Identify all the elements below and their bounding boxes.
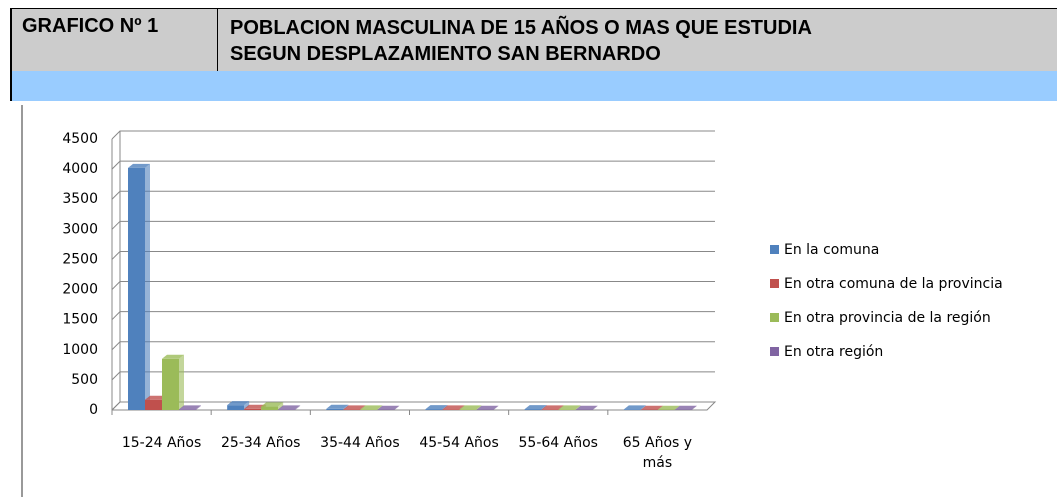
- legend-label: En otra comuna de la provincia: [784, 276, 1003, 292]
- bar: [162, 358, 179, 410]
- grid-line: [111, 130, 715, 140]
- header: GRAFICO Nº 1 POBLACION MASCULINA DE 15 A…: [10, 8, 1057, 71]
- bar-top: [261, 402, 284, 407]
- bar: [145, 399, 162, 410]
- bar-top: [623, 405, 646, 410]
- grid-line: [111, 311, 715, 321]
- bar-top: [558, 405, 581, 410]
- bar: [227, 405, 245, 410]
- margin-line: [21, 105, 23, 497]
- bar: [179, 409, 196, 410]
- bar-top: [278, 405, 301, 410]
- x-tick-label: 55-64 Años: [518, 435, 598, 451]
- bar: [278, 409, 296, 410]
- bar: [541, 409, 559, 410]
- header-label: GRAFICO Nº 1: [22, 15, 159, 37]
- y-tick-label: 1500: [62, 312, 98, 328]
- bar-top: [343, 405, 366, 410]
- bar: [261, 406, 279, 410]
- bar: [343, 409, 361, 410]
- bar-top: [459, 405, 482, 410]
- bar-side: [394, 405, 400, 410]
- bar: [623, 409, 641, 410]
- bar-top: [244, 404, 267, 409]
- x-tick-label: 65 Años y más: [622, 435, 693, 471]
- y-tick-label: 0: [89, 402, 98, 418]
- bar-side: [179, 354, 184, 410]
- grid-line: [111, 220, 715, 230]
- legend-label: En la comuna: [784, 242, 879, 258]
- legend-swatch: [770, 279, 779, 288]
- bar: [360, 409, 378, 410]
- bar-top: [524, 405, 547, 410]
- bar-top: [640, 405, 663, 410]
- x-tick-label: 25-34 Años: [221, 435, 301, 451]
- legend-label: En otra provincia de la región: [784, 310, 991, 326]
- bar-top: [575, 405, 598, 410]
- grid-line: [111, 401, 715, 411]
- y-tick-label: 3500: [62, 191, 98, 207]
- title-line: SEGUN DESPLAZAMIENTO SAN BERNARDO: [230, 43, 661, 65]
- y-tick-label: 2000: [62, 282, 98, 298]
- legend-swatch: [770, 245, 779, 254]
- grid-line: [111, 371, 715, 381]
- bar-top: [476, 405, 499, 410]
- bar-top: [377, 405, 400, 410]
- grid-line: [111, 281, 715, 290]
- legend-label: En otra región: [784, 344, 883, 360]
- y-tick-label: 2500: [62, 251, 98, 267]
- legend-swatch: [770, 347, 779, 356]
- grid-line: [111, 250, 715, 260]
- bar-top: [326, 404, 349, 409]
- legend-swatch: [770, 313, 779, 322]
- bar: [128, 167, 145, 410]
- bar: [244, 408, 262, 410]
- grid-line: [111, 190, 715, 200]
- bar-top: [145, 395, 167, 400]
- bar: [459, 409, 477, 410]
- bar-top: [360, 405, 383, 410]
- header-title: POBLACION MASCULINA DE 15 AÑOS O MAS QUE…: [230, 15, 812, 67]
- bar-top: [442, 405, 465, 410]
- y-tick-label: 3000: [62, 221, 98, 237]
- x-tick-label: 35-44 Años: [320, 435, 400, 451]
- x-tick-label: 45-54 Años: [419, 435, 499, 451]
- y-tick-label: 4000: [62, 161, 98, 177]
- grid-line: [111, 160, 715, 170]
- bar-top: [179, 405, 201, 410]
- bar-top: [674, 405, 697, 410]
- bar-side: [145, 163, 150, 410]
- bar-top: [657, 405, 680, 410]
- y-tick-label: 4500: [62, 131, 98, 147]
- bar-side: [295, 405, 301, 410]
- bar-side: [493, 405, 499, 410]
- x-tick-label: 15-24 Años: [121, 435, 202, 451]
- bar-top: [425, 405, 448, 410]
- y-tick-label: 1000: [62, 342, 98, 358]
- blue-band: [10, 71, 1057, 101]
- bar-side: [592, 405, 598, 410]
- bar-side: [278, 402, 284, 410]
- bar-top: [162, 354, 184, 359]
- floor: [111, 401, 717, 411]
- y-tick-label: 500: [71, 372, 98, 388]
- bar: [326, 408, 344, 410]
- divider: [217, 9, 218, 71]
- bar-top: [128, 163, 150, 168]
- bar: [425, 409, 443, 410]
- bar-side: [691, 405, 697, 410]
- title-line: POBLACION MASCULINA DE 15 AÑOS O MAS QUE…: [230, 17, 812, 39]
- bar: [442, 409, 460, 410]
- bar-top: [541, 405, 564, 410]
- bar-side: [196, 405, 201, 410]
- bar-top: [227, 401, 250, 406]
- bar: [558, 409, 576, 410]
- bar: [524, 409, 542, 410]
- grid-line: [111, 341, 715, 351]
